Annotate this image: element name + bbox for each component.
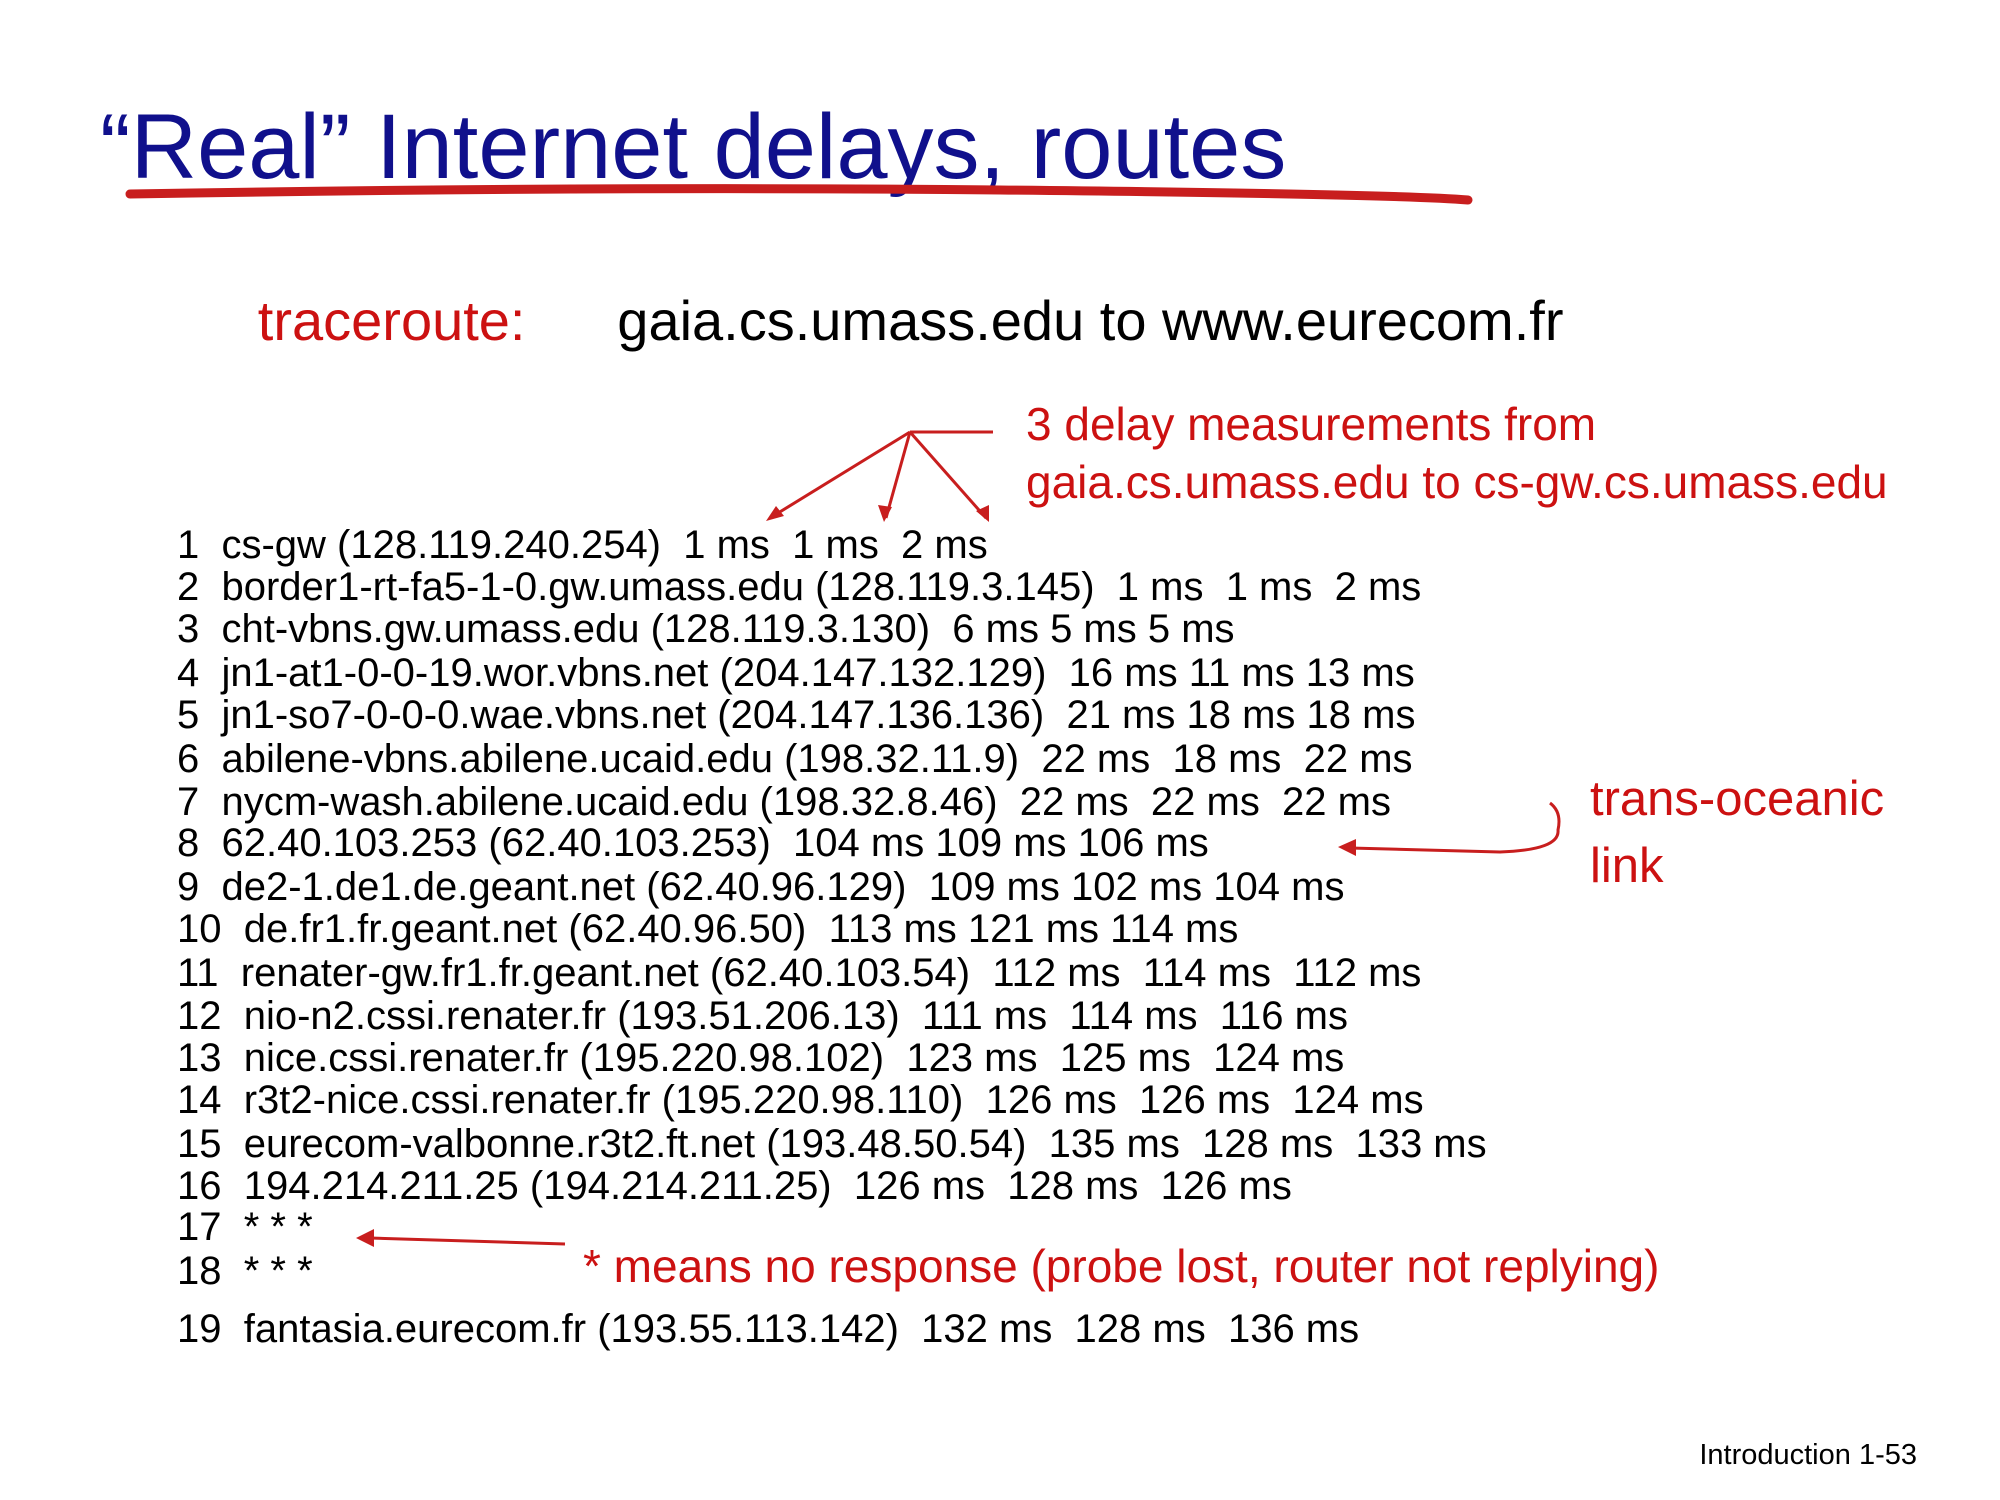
trace-line: 19 fantasia.eurecom.fr (193.55.113.142) … [177,1307,1359,1351]
trace-line: 14 r3t2-nice.cssi.renater.fr (195.220.98… [177,1078,1424,1122]
trace-line: 5 jn1-so7-0-0-0.wae.vbns.net (204.147.13… [177,693,1415,737]
annotation: link [1590,839,1664,893]
annotation: trans-oceanic [1590,772,1884,826]
trace-line: 1 cs-gw (128.119.240.254) 1 ms 1 ms 2 ms [177,523,988,567]
trace-line: 6 abilene-vbns.abilene.ucaid.edu (198.32… [177,737,1413,781]
arrow-heads [766,505,989,522]
trace-line: 10 de.fr1.fr.geant.net (62.40.96.50) 113… [177,907,1238,951]
subtitle-text: gaia.cs.umass.edu to www.eurecom.fr [617,289,1563,352]
oceanic-arrow [1349,801,1561,854]
subtitle-label: traceroute: [258,289,526,352]
trace-line: 17 * * * [177,1205,313,1249]
delay-arrows [769,430,993,520]
title-underline [125,184,1473,205]
trace-line: 12 nio-n2.cssi.renater.fr (193.51.206.13… [177,994,1348,1038]
trace-line: 7 nycm-wash.abilene.ucaid.edu (198.32.8.… [177,780,1391,824]
annotation: * means no response (probe lost, router … [583,1240,1659,1292]
slide-title: “Real” Internet delays, routes [100,96,1286,198]
trace-line: 4 jn1-at1-0-0-19.wor.vbns.net (204.147.1… [177,651,1415,695]
trace-line: 13 nice.cssi.renater.fr (195.220.98.102)… [177,1036,1344,1080]
arrow-head [1338,839,1356,856]
arrow-head [356,1229,374,1247]
trace-line: 9 de2-1.de1.de.geant.net (62.40.96.129) … [177,865,1344,909]
traceroute-output: 1 cs-gw (128.119.240.254) 1 ms 1 ms 2 ms… [177,523,1487,1351]
trace-line: 11 renater-gw.fr1.fr.geant.net (62.40.10… [177,951,1421,995]
subtitle: traceroute: gaia.cs.umass.edu to www.eur… [180,289,1610,352]
annotation: 3 delay measurements from [1026,398,1596,450]
trace-line: 16 194.214.211.25 (194.214.211.25) 126 m… [177,1164,1292,1208]
trace-line: 18 * * * [177,1249,313,1293]
trace-line: 2 border1-rt-fa5-1-0.gw.umass.edu (128.1… [177,565,1421,609]
annotation: gaia.cs.umass.edu to cs-gw.cs.umass.edu [1026,456,1888,508]
trace-line: 15 eurecom-valbonne.r3t2.ft.net (193.48.… [177,1122,1487,1166]
footer: Introduction 1-53 [1699,1439,1917,1471]
trace-line: 3 cht-vbns.gw.umass.edu (128.119.3.130) … [177,607,1235,651]
no-response-arrow [369,1236,566,1246]
trace-line: 8 62.40.103.253 (62.40.103.253) 104 ms 1… [177,821,1209,865]
